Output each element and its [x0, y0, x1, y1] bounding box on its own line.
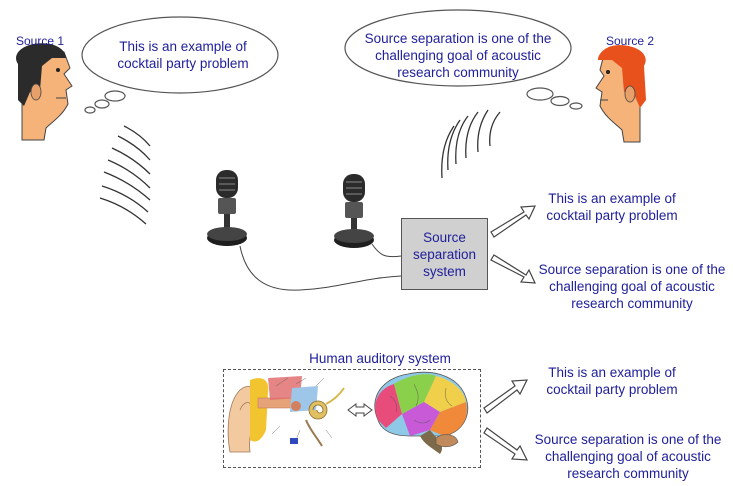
- source1-speech-text: This is an example of cocktail party pro…: [117, 39, 249, 71]
- source-separation-system-box: Source separation system: [401, 218, 488, 290]
- thought-cloud-source1: [81, 16, 279, 114]
- microphone-cable: [239, 245, 402, 291]
- human-output-2: Source separation is one of the challeng…: [534, 432, 722, 481]
- face-icon: [595, 45, 646, 143]
- arrow-icon: [483, 379, 529, 461]
- ear-icon: [227, 374, 346, 460]
- thought-cloud-source2: [344, 9, 583, 110]
- separated-output-1: This is an example of cocktail party pro…: [546, 191, 678, 223]
- human-output-1: This is an example of cocktail party pro…: [546, 365, 678, 397]
- arrow-icon: [490, 205, 536, 284]
- sound-waves-source2: [441, 109, 501, 179]
- microphone-icon: [207, 170, 247, 246]
- human-auditory-system-frame: [223, 369, 481, 468]
- source2-label: Source 2: [606, 34, 655, 48]
- face-icon: [16, 43, 73, 141]
- brain-icon: [374, 371, 469, 454]
- source-separation-system-label: Source separation system: [412, 229, 477, 279]
- human-auditory-system-title: Human auditory system: [309, 351, 451, 366]
- source1-label: Source 1: [16, 34, 65, 48]
- microphone-cable: [371, 243, 402, 258]
- separated-output-2: Source separation is one of the challeng…: [538, 262, 726, 311]
- sound-waves-source1: [99, 125, 151, 225]
- source2-speech-text: Source separation is one of the challeng…: [364, 31, 552, 80]
- double-arrow-icon: [347, 403, 373, 417]
- microphone-icon: [334, 174, 374, 248]
